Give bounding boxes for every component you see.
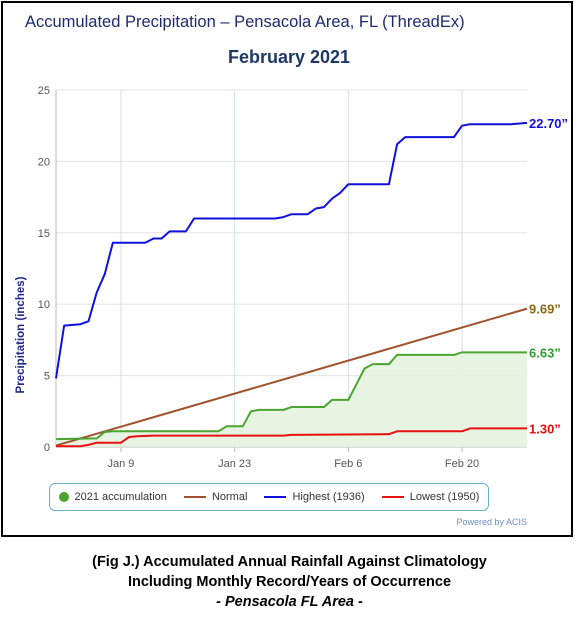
series-line-lowest-1950 — [56, 427, 527, 448]
legend-label: Normal — [211, 491, 248, 503]
legend-label: Lowest (1950) — [409, 491, 480, 503]
plot-area: 0 5 10 15 20 25 Jan 9 Jan 23 Feb 6 Feb 20 9.69” 6.6… — [38, 85, 568, 470]
legend-label: 2021 accumulation — [74, 491, 167, 503]
chart-title: Accumulated Precipitation – Pensacola Ar… — [25, 13, 465, 31]
figure-caption: (Fig J.) Accumulated Annual Rainfall Aga… — [0, 552, 579, 612]
series-line-normal — [55, 307, 528, 447]
credit-link[interactable]: Powered by ACIS — [456, 517, 527, 527]
end-value-label: 1.30” — [529, 421, 561, 436]
x-tick-label: Feb 6 — [334, 458, 362, 470]
legend: 2021 accumulation Normal Highest (1936) … — [49, 483, 489, 511]
legend-item-highest[interactable]: Highest (1936) — [264, 491, 365, 503]
legend-swatch-line — [264, 496, 287, 498]
legend-item-2021[interactable]: 2021 accumulation — [58, 491, 167, 503]
end-value-label: 22.70” — [529, 116, 568, 131]
legend-swatch-dot — [58, 492, 69, 502]
series-line-highest-1936 — [55, 121, 528, 379]
y-tick-label: 10 — [38, 299, 50, 311]
y-tick-label: 20 — [38, 156, 50, 168]
caption-line-3: - Pensacola FL Area - — [216, 594, 363, 610]
chart-frame: Accumulated Precipitation – Pensacola Ar… — [1, 1, 573, 537]
x-tick-label: Jan 23 — [218, 458, 251, 470]
chart-subtitle: February 2021 — [227, 47, 351, 67]
legend-item-lowest[interactable]: Lowest (1950) — [381, 491, 480, 503]
legend-swatch-line — [183, 496, 206, 498]
caption-line-1: (Fig J.) Accumulated Annual Rainfall Aga… — [92, 554, 487, 570]
legend-label: Highest (1936) — [292, 491, 365, 503]
legend-swatch-line — [381, 496, 404, 498]
x-tick-label: Jan 9 — [108, 458, 135, 470]
y-tick-label: 0 — [44, 442, 50, 454]
x-tick-label: Feb 20 — [445, 458, 479, 470]
legend-item-normal[interactable]: Normal — [183, 491, 248, 503]
y-tick-label: 15 — [38, 228, 50, 240]
caption-line-2: Including Monthly Record/Years of Occurr… — [127, 574, 452, 590]
series-line-2021-accumulation — [55, 351, 527, 441]
accumulation-area — [56, 352, 527, 447]
end-value-label: 9.69” — [529, 302, 561, 317]
y-tick-label: 5 — [44, 371, 50, 383]
y-tick-label: 25 — [38, 85, 50, 97]
end-value-label: 6.63” — [529, 345, 561, 360]
